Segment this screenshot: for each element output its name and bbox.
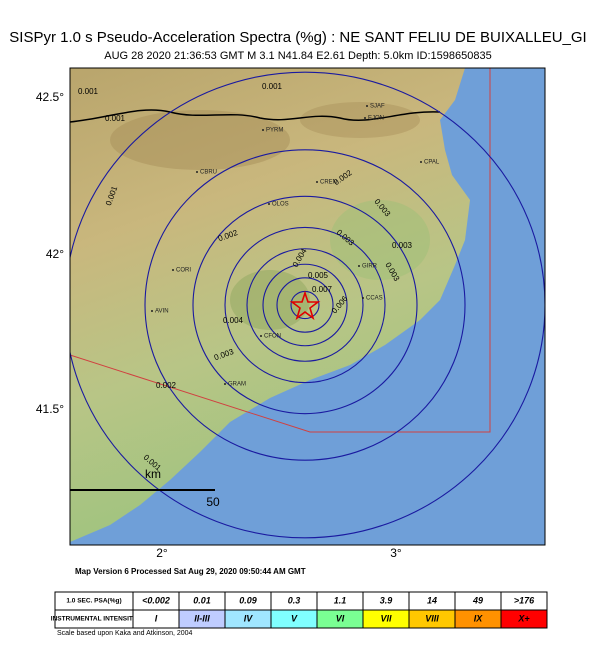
contour-label: 0.007 [312,285,333,294]
contour-label: 0.001 [105,114,126,123]
psa-value: >176 [514,595,535,605]
lon-label: 2° [156,546,168,560]
place-label: CCAS [366,296,383,302]
relief [330,200,430,280]
intensity-value: I [155,613,158,623]
station [224,383,226,385]
place-label: GRAM [228,382,246,388]
epicenter [289,290,321,321]
psa-value: 0.3 [288,595,301,605]
place-label: GIRR [362,264,378,270]
station [358,265,360,267]
contour-label: 0.005 [308,271,329,280]
contour-label: 0.003 [392,241,413,250]
psa-header: 1.0 SEC. PSA(%g) [66,598,121,605]
intensity-value: X+ [517,613,530,623]
place-label: CPAL [424,160,440,166]
title: SISPyr 1.0 s Pseudo-Acceleration Spectra… [9,29,586,46]
intensity-value: VIII [425,613,439,623]
processed-note: Map Version 6 Processed Sat Aug 29, 2020… [75,567,306,576]
relief [230,270,310,330]
lat-label: 41.5° [36,402,64,416]
place-label: OLOS [272,202,289,208]
station [316,181,318,183]
intensity-cell [500,609,548,629]
station [260,335,262,337]
intensity-value: VI [336,613,345,623]
map: km 50 [70,68,545,545]
intensity-value: V [291,613,298,623]
contour [192,195,418,415]
place-label: PYRM [266,128,283,134]
contour-label: 0.002 [156,381,177,390]
contour-label: 0.001 [262,82,283,91]
region-boundary [70,68,491,433]
place-label: EJON [368,116,384,122]
psa-value: 0.09 [239,595,257,605]
station [262,129,264,131]
psa-value: 0.01 [193,595,211,605]
station [420,161,422,163]
station [268,203,270,205]
scale-unit: km [145,467,161,481]
psa-value: 1.1 [334,595,347,605]
scale-distance: 50 [206,495,220,509]
psa-value: 14 [427,595,437,605]
border [70,109,441,123]
relief [110,110,290,170]
psa-value: 3.9 [380,595,393,605]
station [196,171,198,173]
map-frame [69,67,546,546]
place-label: SJAF [370,104,385,110]
place-label: AVIN [155,309,169,315]
contour [70,71,545,539]
place-label: CBRU [200,170,217,176]
lon-label: 3° [390,546,402,560]
lat-label: 42.5° [36,90,64,104]
place-label: CREN [320,180,337,186]
psa-value: 49 [472,595,483,605]
contour [144,149,466,461]
contour-label: 0.001 [78,87,99,96]
legend: 1.0 SEC. PSA(%g) INSTRUMENTAL INTENSITY <0… [51,591,548,629]
subtitle: AUG 28 2020 21:36:53 GMT M 3.1 N41.84 E2… [104,50,492,62]
station [366,105,368,107]
contour [224,226,386,384]
contour-label: 0.004 [223,316,244,325]
contour [276,277,334,333]
station [364,117,366,119]
intensity-header: INSTRUMENTAL INTENSITY [51,616,138,623]
intensity-value: II-III [194,613,210,623]
station [151,310,153,312]
lat-label: 42° [46,247,64,261]
contour [262,263,348,347]
station [362,297,364,299]
psa-value: <0.002 [142,595,170,605]
place-label: CFON [264,334,281,340]
scale-note: Scale based upon Kaka and Atkinson, 2004 [57,630,193,637]
intensity-value: VII [380,613,392,623]
station [172,269,174,271]
contour [246,248,364,362]
intensity-value: IV [244,613,254,623]
place-label: CORI [176,268,191,274]
intensity-value: IX [474,613,484,623]
